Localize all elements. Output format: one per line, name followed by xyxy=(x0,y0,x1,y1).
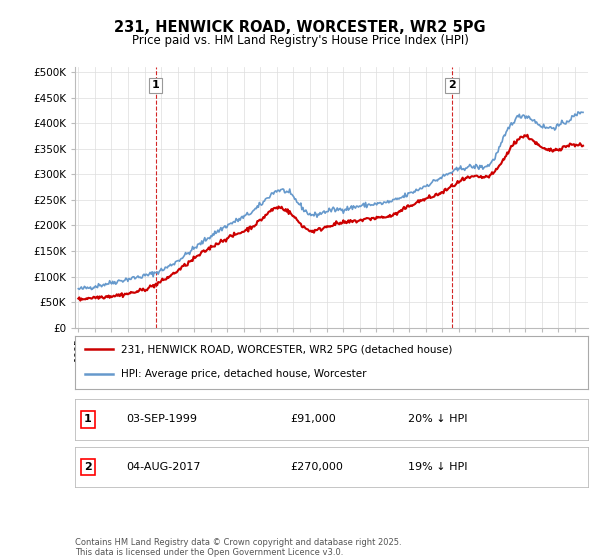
Text: 04-AUG-2017: 04-AUG-2017 xyxy=(127,462,201,472)
Text: £270,000: £270,000 xyxy=(290,462,343,472)
Text: 19% ↓ HPI: 19% ↓ HPI xyxy=(409,462,468,472)
Text: 2: 2 xyxy=(448,81,456,90)
Text: 1: 1 xyxy=(152,81,160,90)
Text: Contains HM Land Registry data © Crown copyright and database right 2025.
This d: Contains HM Land Registry data © Crown c… xyxy=(75,538,401,557)
Text: 03-SEP-1999: 03-SEP-1999 xyxy=(127,414,197,424)
Text: 231, HENWICK ROAD, WORCESTER, WR2 5PG (detached house): 231, HENWICK ROAD, WORCESTER, WR2 5PG (d… xyxy=(121,344,452,354)
Text: HPI: Average price, detached house, Worcester: HPI: Average price, detached house, Worc… xyxy=(121,369,367,379)
Text: Price paid vs. HM Land Registry's House Price Index (HPI): Price paid vs. HM Land Registry's House … xyxy=(131,34,469,46)
Text: 231, HENWICK ROAD, WORCESTER, WR2 5PG: 231, HENWICK ROAD, WORCESTER, WR2 5PG xyxy=(114,20,486,35)
Text: 20% ↓ HPI: 20% ↓ HPI xyxy=(409,414,468,424)
Text: £91,000: £91,000 xyxy=(290,414,336,424)
Text: 1: 1 xyxy=(84,414,92,424)
Text: 2: 2 xyxy=(84,462,92,472)
